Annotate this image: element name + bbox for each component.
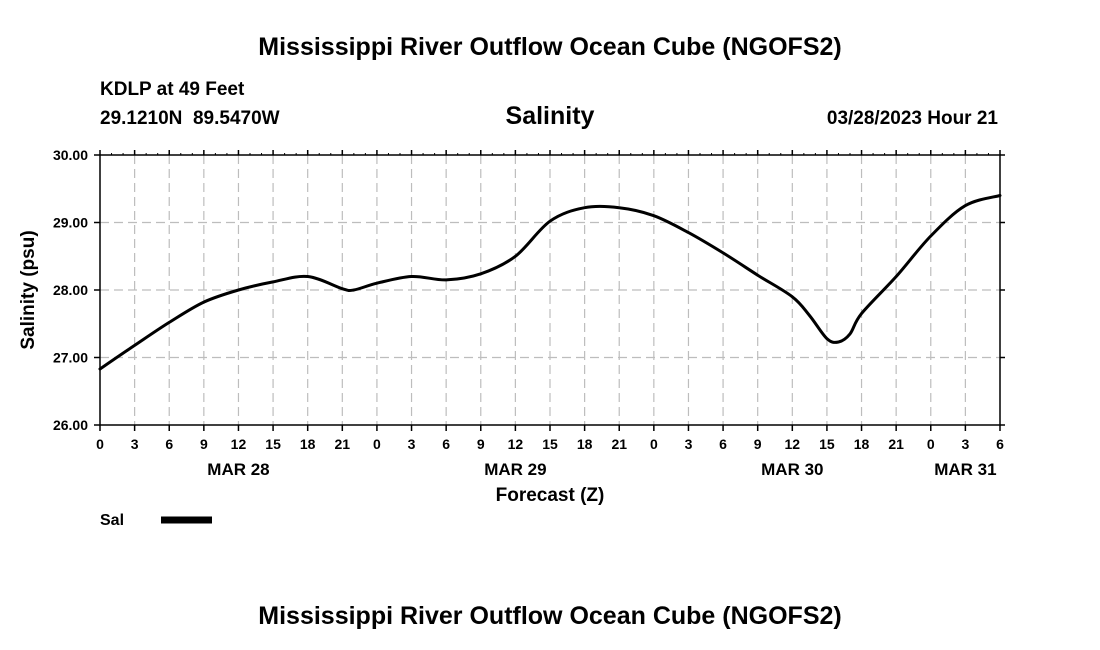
x-tick-label: 6: [996, 436, 1004, 452]
variable-label: Salinity: [506, 102, 595, 130]
x-tick-label: 18: [854, 436, 870, 452]
x-tick-label: 18: [577, 436, 593, 452]
x-tick-label: 18: [300, 436, 316, 452]
x-tick-label: 21: [611, 436, 627, 452]
x-tick-label: 0: [96, 436, 104, 452]
x-tick-label: 9: [200, 436, 208, 452]
x-tick-label: 6: [719, 436, 727, 452]
grid-layer: [100, 155, 1000, 425]
x-tick-label: 21: [888, 436, 904, 452]
axis-ticks: [94, 150, 1005, 431]
x-tick-label: 3: [685, 436, 693, 452]
x-tick-label: 6: [442, 436, 450, 452]
y-tick-label: 28.00: [53, 282, 88, 298]
x-tick-label: 0: [927, 436, 935, 452]
y-tick-label: 29.00: [53, 215, 88, 231]
salinity-series-line: [98, 194, 1002, 371]
y-axis-label: Salinity (psu): [18, 230, 39, 349]
footer-title: Mississippi River Outflow Ocean Cube (NG…: [258, 602, 841, 630]
x-tick-label: 15: [819, 436, 835, 452]
datetime-label: 03/28/2023 Hour 21: [827, 108, 999, 129]
date-label: MAR 28: [207, 460, 269, 479]
x-tick-label: 0: [373, 436, 381, 452]
x-tick-label: 15: [542, 436, 558, 452]
date-label: MAR 29: [484, 460, 546, 479]
date-label: MAR 31: [934, 460, 996, 479]
x-tick-label: 12: [508, 436, 524, 452]
x-tick-label: 3: [408, 436, 416, 452]
x-tick-label: 12: [231, 436, 247, 452]
y-tick-label: 30.00: [53, 147, 88, 163]
legend-label-sal: Sal: [100, 512, 124, 529]
x-tick-label: 21: [335, 436, 351, 452]
chart-title: Mississippi River Outflow Ocean Cube (NG…: [258, 33, 841, 61]
y-tick-label: 27.00: [53, 350, 88, 366]
x-tick-label: 12: [785, 436, 801, 452]
x-tick-label: 6: [165, 436, 173, 452]
x-tick-label: 3: [961, 436, 969, 452]
coordinates-label: 29.1210N 89.5470W: [100, 108, 280, 129]
x-tick-label: 3: [131, 436, 139, 452]
date-labels: MAR 28 MAR 29 MAR 30 MAR 31: [207, 460, 996, 479]
x-tick-labels: 0 3 6 9 12 15 18 21 0 3 6 9 12 15 18 21 0 3 6 9 12 15 18 21 0 3 6: [96, 436, 1004, 452]
x-tick-label: 15: [265, 436, 281, 452]
y-tick-labels: 26.00 27.00 28.00 29.00 30.00: [53, 147, 88, 433]
station-label: KDLP at 49 Feet: [100, 79, 245, 100]
x-axis-label: Forecast (Z): [496, 485, 605, 506]
x-tick-label: 9: [477, 436, 485, 452]
x-tick-label: 9: [754, 436, 762, 452]
date-label: MAR 30: [761, 460, 823, 479]
x-tick-label: 0: [650, 436, 658, 452]
y-tick-label: 26.00: [53, 417, 88, 433]
